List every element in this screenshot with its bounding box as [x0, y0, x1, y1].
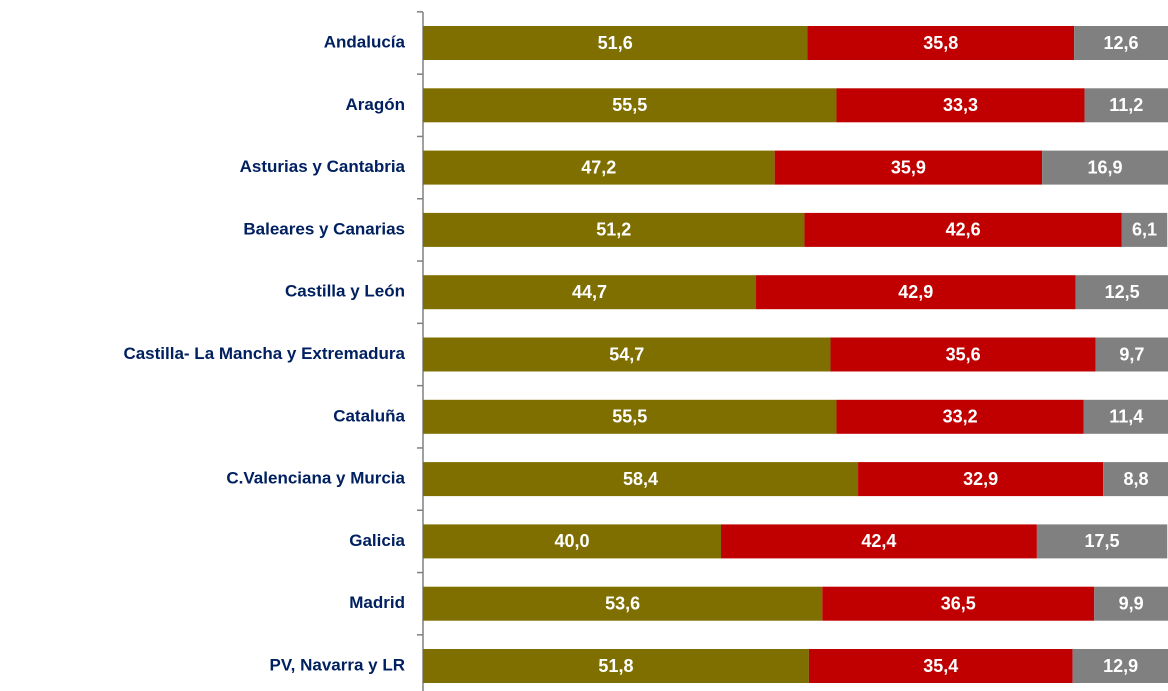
value-label: 51,6 [598, 33, 633, 53]
value-label: 58,4 [623, 469, 658, 489]
value-label: 35,9 [891, 157, 926, 177]
bar-segment [423, 26, 808, 60]
bar-segment [1103, 462, 1168, 497]
value-label: 8,8 [1123, 469, 1148, 489]
bar-segment [423, 586, 823, 621]
bar-segment [1042, 150, 1168, 185]
value-label: 54,7 [609, 344, 644, 364]
value-label: 12,6 [1104, 33, 1139, 53]
bar-segment [836, 399, 1084, 434]
bar-segment [1036, 524, 1168, 559]
value-label: 6,1 [1132, 220, 1157, 240]
bar-segment [808, 649, 1073, 683]
value-label: 36,5 [941, 593, 976, 613]
value-label: 35,4 [923, 656, 958, 676]
bar-segment [1094, 586, 1168, 621]
value-label: 55,5 [612, 95, 647, 115]
value-label: 42,6 [946, 220, 981, 240]
value-label: 51,2 [596, 220, 631, 240]
value-label: 44,7 [572, 282, 607, 302]
bar-segment [1121, 212, 1168, 247]
bar-segment [721, 524, 1037, 559]
category-label: C.Valenciana y Murcia [226, 469, 405, 488]
bar-segment [1084, 88, 1168, 123]
bar-segment [423, 524, 721, 559]
category-label: PV, Navarra y LR [270, 655, 405, 674]
value-label: 35,6 [946, 344, 981, 364]
category-label: Castilla y León [285, 282, 405, 301]
bar-segment [858, 462, 1104, 497]
value-label: 53,6 [605, 593, 640, 613]
bar-segment [423, 275, 757, 310]
bar-segment [830, 337, 1096, 372]
bar-segment [1072, 649, 1168, 683]
bar-segment [1074, 26, 1168, 60]
value-label: 33,3 [943, 95, 978, 115]
value-label: 32,9 [963, 469, 998, 489]
value-label: 12,5 [1105, 282, 1140, 302]
value-label: 9,9 [1119, 593, 1144, 613]
bar-segment [1075, 275, 1168, 310]
category-label: Baleares y Canarias [243, 219, 405, 238]
bar-segment [1083, 399, 1168, 434]
value-label: 51,8 [598, 656, 633, 676]
value-label: 11,4 [1109, 407, 1143, 427]
value-label: 33,2 [943, 407, 978, 427]
category-label: Aragón [346, 95, 406, 114]
category-label: Andalucía [324, 32, 406, 51]
value-label: 16,9 [1088, 157, 1123, 177]
bar-segment [804, 212, 1122, 247]
value-label: 47,2 [581, 157, 616, 177]
bar-segment [756, 275, 1076, 310]
value-label: 11,2 [1109, 95, 1143, 115]
value-label: 9,7 [1119, 344, 1144, 364]
bar-segment [1095, 337, 1168, 372]
bar-segment [774, 150, 1043, 185]
bar-segment [822, 586, 1095, 621]
category-label: Asturias y Cantabria [240, 157, 406, 176]
category-label: Madrid [349, 593, 405, 612]
bar-segment [807, 26, 1075, 60]
bar-segment [423, 337, 831, 372]
bar-segment [423, 212, 805, 247]
value-label: 55,5 [612, 407, 647, 427]
bar-segment [836, 88, 1085, 123]
bar-segment [423, 150, 775, 185]
category-label: Castilla- La Mancha y Extremadura [123, 344, 405, 363]
value-label: 17,5 [1085, 531, 1120, 551]
value-label: 12,9 [1103, 656, 1138, 676]
bar-segment [423, 399, 837, 434]
bar-segment [423, 649, 809, 683]
value-label: 42,4 [861, 531, 896, 551]
bar-segment [423, 462, 859, 497]
value-label: 40,0 [554, 531, 589, 551]
bar-segment [423, 88, 837, 123]
category-label: Galicia [349, 531, 405, 550]
value-label: 35,8 [923, 33, 958, 53]
category-label: Cataluña [333, 406, 405, 425]
value-label: 42,9 [898, 282, 933, 302]
